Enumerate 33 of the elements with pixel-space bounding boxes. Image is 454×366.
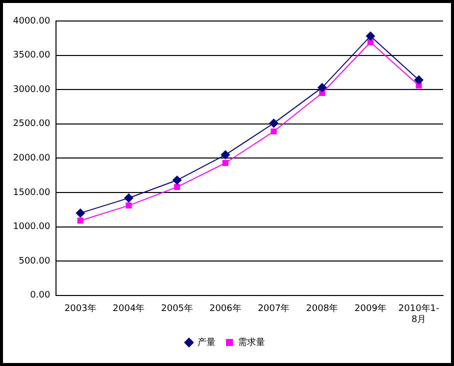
y-tick-label: 500.00 <box>18 256 50 266</box>
y-tick-label: 2000.00 <box>13 154 50 164</box>
point <box>126 202 132 209</box>
y-tick-label: 3500.00 <box>13 50 50 61</box>
point <box>124 193 134 202</box>
point <box>77 218 84 224</box>
x-tick-label: 2007年 <box>258 303 290 314</box>
x-tick-label: 2006年 <box>209 303 242 314</box>
point <box>172 176 182 185</box>
point <box>270 128 277 134</box>
y-tick-label: 3000.00 <box>13 84 50 95</box>
x-tick-label: 2008年 <box>306 303 338 314</box>
legend-label: 需求量 <box>238 336 265 348</box>
point <box>318 83 327 92</box>
point <box>414 75 424 84</box>
point <box>76 208 85 218</box>
y-tick-label: 2500.00 <box>13 119 50 130</box>
point <box>174 184 180 190</box>
x-tick-label: 2004年 <box>112 303 145 314</box>
point <box>220 150 230 160</box>
x-tick-label: 2005年 <box>161 303 194 314</box>
x-tick-label: 2003年 <box>64 303 96 314</box>
x-tick-label: 2009年 <box>354 303 386 314</box>
legend-label: 产量 <box>198 336 216 348</box>
x-tick-label: 2010年1-8月 <box>398 303 440 325</box>
y-tick-label: 4000.00 <box>13 16 50 26</box>
y-tick-label: 0.00 <box>30 290 50 301</box>
point <box>366 32 375 41</box>
point <box>269 118 278 128</box>
point <box>222 160 228 166</box>
y-tick-label: 1500.00 <box>13 188 50 198</box>
point <box>368 39 374 46</box>
y-tick-label: 1000.00 <box>13 222 50 232</box>
